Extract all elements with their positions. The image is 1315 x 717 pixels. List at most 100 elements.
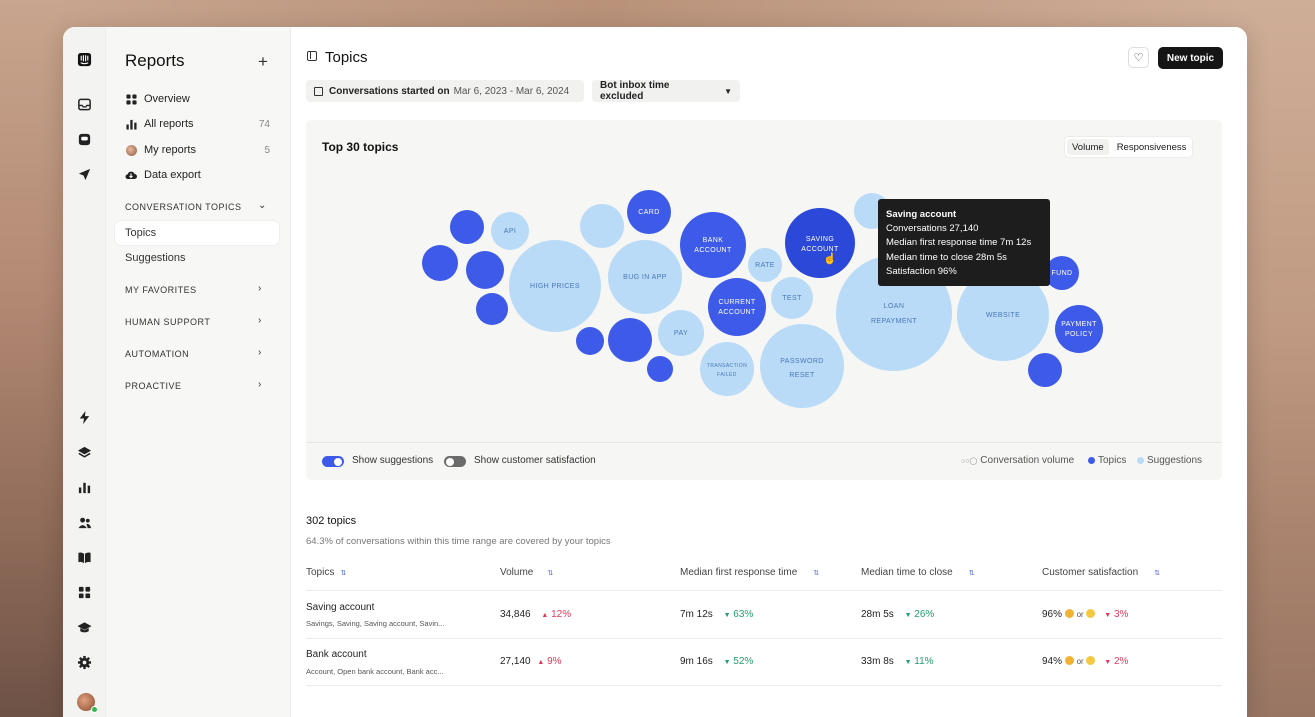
page-title: Topics	[325, 49, 368, 66]
bubble-unlabeled-topic[interactable]	[466, 251, 504, 289]
tooltip-first-response: Median first response time 7m 12s	[886, 237, 1032, 249]
bot-icon[interactable]	[76, 131, 93, 148]
ttc-value: 28m 5s	[861, 609, 894, 620]
bubble-rate[interactable]	[748, 248, 782, 282]
bubble-pay[interactable]	[658, 310, 704, 356]
sidebar-item-topics[interactable]: Topics	[115, 221, 279, 245]
chevron-right-icon[interactable]: ›	[258, 283, 262, 294]
contacts-icon[interactable]	[76, 514, 93, 531]
column-header-label: Topics	[306, 567, 335, 578]
show-satisfaction-label: Show customer satisfaction	[474, 455, 596, 466]
lightning-icon[interactable]	[76, 409, 93, 426]
bubble-bug-in-app[interactable]	[608, 240, 682, 314]
show-suggestions-toggle[interactable]	[322, 456, 344, 467]
background-right	[1235, 0, 1315, 717]
bubble-unlabeled-topic[interactable]	[422, 245, 458, 281]
tab-volume[interactable]: Volume	[1067, 139, 1109, 155]
bubble-label: ACCOUNT	[718, 309, 756, 316]
apps-icon[interactable]	[76, 584, 93, 601]
intercom-logo-icon[interactable]	[76, 51, 93, 68]
topic-name[interactable]: Bank account	[306, 649, 367, 660]
add-report-button[interactable]: +	[258, 52, 268, 71]
layers-icon[interactable]	[76, 444, 93, 461]
bubble-saving-account[interactable]	[785, 208, 855, 278]
sidebar-item-my-reports[interactable]: My reports	[125, 140, 196, 160]
column-header-volume[interactable]: Volume ⇅	[500, 567, 553, 578]
chevron-right-icon[interactable]: ›	[258, 315, 262, 326]
column-header-time-to-close[interactable]: Median time to close ⇅	[861, 567, 975, 578]
sidebar-item-overview[interactable]: Overview	[125, 89, 190, 109]
show-satisfaction-toggle[interactable]	[444, 456, 466, 467]
ttc-delta: 11%	[914, 656, 934, 667]
sidebar-item-data-export[interactable]: Data export	[125, 165, 201, 185]
bubble-label: RATE	[755, 262, 775, 269]
send-icon[interactable]	[76, 166, 93, 183]
section-my-favorites[interactable]: MY FAVORITES	[125, 285, 197, 295]
csat-or: or	[1076, 657, 1084, 666]
chevron-right-icon[interactable]: ›	[258, 347, 262, 358]
table-divider	[306, 685, 1222, 686]
bubble-unlabeled-topic[interactable]	[1028, 353, 1062, 387]
column-header-satisfaction[interactable]: Customer satisfaction ⇅	[1042, 567, 1160, 578]
volume-delta: 9%	[547, 656, 562, 667]
bubble-payment-policy[interactable]	[1055, 305, 1103, 353]
great-emoji-icon	[1086, 656, 1096, 665]
table-divider	[306, 638, 1222, 639]
bubble-card[interactable]	[627, 190, 671, 234]
section-human-support[interactable]: HUMAN SUPPORT	[125, 317, 211, 327]
bubble-bank-account[interactable]	[680, 212, 746, 278]
bot-inbox-filter[interactable]: Bot inbox time excluded ▼	[592, 80, 740, 102]
sidebar-item-all-reports[interactable]: All reports	[125, 114, 194, 134]
favorite-button[interactable]: ♡	[1128, 47, 1149, 68]
bubble-tooltip: Saving account Conversations 27,140 Medi…	[878, 199, 1050, 286]
bubble-label: ACCOUNT	[801, 246, 839, 253]
sidebar-toggle-icon[interactable]	[307, 51, 317, 61]
volume-circles-icon: ○○◯	[961, 457, 978, 465]
date-range-filter[interactable]: Conversations started on Mar 6, 2023 - M…	[306, 80, 584, 102]
section-automation[interactable]: AUTOMATION	[125, 349, 190, 359]
arrow-up-icon: ▲	[541, 612, 549, 619]
grid-icon	[125, 93, 137, 105]
bubble-unlabeled-suggestion[interactable]	[580, 204, 624, 248]
bubble-current-account[interactable]	[708, 278, 766, 336]
chevron-down-icon[interactable]: ⌄	[258, 200, 267, 211]
bubble-label: BANK	[703, 237, 724, 244]
bubble-unlabeled-topic[interactable]	[476, 293, 508, 325]
bubble-unlabeled-topic[interactable]	[576, 327, 604, 355]
bubble-unlabeled-topic[interactable]	[647, 356, 673, 382]
column-header-first-response[interactable]: Median first response time ⇅	[680, 567, 819, 578]
new-topic-button[interactable]: New topic	[1158, 47, 1223, 69]
sidebar-item-suggestions[interactable]: Suggestions	[125, 252, 186, 264]
academy-icon[interactable]	[76, 619, 93, 636]
reports-icon[interactable]	[76, 479, 93, 496]
bubble-label: PASSWORD	[780, 358, 824, 365]
user-avatar[interactable]	[77, 693, 95, 711]
bubble-test[interactable]	[771, 277, 813, 319]
frt-delta: 52%	[733, 656, 754, 667]
book-icon[interactable]	[76, 549, 93, 566]
chart-footer: Show suggestions Show customer satisfact…	[306, 442, 1222, 480]
bubble-website[interactable]	[957, 269, 1049, 361]
bubble-unlabeled-topic[interactable]	[450, 210, 484, 244]
bubble-transaction-failed[interactable]	[700, 342, 754, 396]
section-proactive[interactable]: PROACTIVE	[125, 381, 182, 391]
bubble-label: TEST	[782, 295, 802, 302]
section-conversation-topics[interactable]: CONVERSATION TOPICS	[125, 202, 242, 212]
bubble-high-prices[interactable]	[509, 240, 601, 332]
topic-name[interactable]: Saving account	[306, 602, 375, 613]
bubble-password-reset[interactable]	[760, 324, 844, 408]
settings-gear-icon[interactable]	[76, 654, 93, 671]
column-header-label: Customer satisfaction	[1042, 567, 1139, 578]
bubble-api[interactable]	[491, 212, 529, 250]
inbox-icon[interactable]	[76, 96, 93, 113]
tab-responsiveness[interactable]: Responsiveness	[1116, 141, 1187, 153]
sort-icon: ⇅	[340, 570, 347, 577]
bubble-unlabeled-topic[interactable]	[608, 318, 652, 362]
bubble-fund[interactable]	[1045, 256, 1079, 290]
bubble-label: CURRENT	[718, 299, 755, 306]
column-header-topics[interactable]: Topics ⇅	[306, 567, 346, 578]
chevron-right-icon[interactable]: ›	[258, 379, 262, 390]
column-header-label: Median time to close	[861, 567, 953, 578]
chart-mode-toggle: Volume Responsiveness	[1065, 137, 1193, 157]
topics-bubble-chart: API CARD HIGH PRICES BUG IN APP BANK ACC…	[422, 190, 1103, 408]
